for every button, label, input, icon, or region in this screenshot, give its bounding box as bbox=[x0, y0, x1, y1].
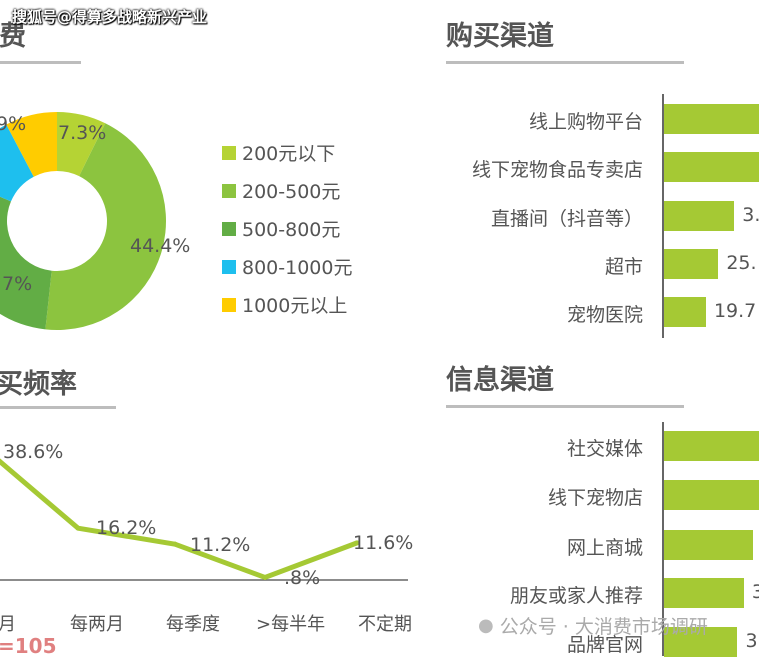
bar bbox=[664, 104, 759, 134]
frequency-line bbox=[0, 458, 358, 580]
legend-item: 200元以下 bbox=[222, 139, 335, 166]
purchase-axis bbox=[662, 94, 664, 338]
watermark-top: 搜狐号@得算多战略新兴产业 bbox=[12, 8, 208, 26]
legend-swatch bbox=[222, 259, 236, 274]
legend-swatch bbox=[222, 221, 236, 236]
slice-label-3: 9% bbox=[0, 113, 27, 135]
watermark-bottom: ● 公众号 · 大消费市场调研 bbox=[478, 612, 708, 639]
x-tick-0: 月 bbox=[0, 614, 16, 635]
slice-label-0: 7.3% bbox=[58, 122, 107, 144]
donut-slice bbox=[0, 124, 34, 202]
slice-label-2: .7% bbox=[0, 273, 33, 295]
bar bbox=[664, 627, 738, 657]
line-point bbox=[262, 574, 268, 580]
info-channel-rule bbox=[446, 405, 684, 408]
donut-slice bbox=[0, 196, 52, 330]
watermark-bottom-text: 公众号 · 大消费市场调研 bbox=[499, 616, 708, 638]
donut-slice bbox=[45, 123, 166, 330]
slice-label-1: 44.4% bbox=[130, 235, 191, 257]
legend-item: 1000元以上 bbox=[222, 291, 347, 318]
frequency-title-rule bbox=[0, 406, 116, 409]
info-axis bbox=[662, 422, 664, 656]
bar bbox=[664, 578, 744, 608]
bar-value-label: 3. bbox=[742, 204, 759, 226]
legend-label: 1000元以上 bbox=[242, 295, 348, 317]
wechat-icon: ● bbox=[478, 615, 494, 636]
legend-swatch bbox=[222, 183, 236, 198]
legend-item: 500-800元 bbox=[222, 215, 340, 242]
bar bbox=[664, 201, 735, 231]
legend-label: 800-1000元 bbox=[242, 257, 353, 279]
legend-item: 200-500元 bbox=[222, 177, 340, 204]
spend-title: 花费 bbox=[0, 21, 26, 52]
purchase-channel-title: 购买渠道 bbox=[446, 21, 554, 52]
line-point bbox=[354, 540, 360, 546]
bar-value-label: 19.7 bbox=[713, 300, 757, 322]
legend-swatch bbox=[222, 297, 236, 312]
donut-slice bbox=[57, 112, 106, 177]
x-tick-2: 每季度 bbox=[166, 614, 220, 635]
bar-category-label: 线上购物平台 bbox=[528, 111, 643, 133]
bar-category-label: 线下宠物店 bbox=[547, 487, 643, 509]
bar bbox=[664, 297, 706, 327]
bar-category-label: 品牌官网 bbox=[566, 634, 643, 656]
legend-label: 200-500元 bbox=[242, 181, 341, 203]
line-label-0: 38.6% bbox=[3, 441, 64, 463]
frequency-line-chart bbox=[0, 458, 408, 581]
line-label-3: .8% bbox=[284, 567, 321, 589]
legend-swatch bbox=[222, 145, 236, 160]
bar-value-label: 3 bbox=[751, 581, 759, 603]
info-channel-title: 信息渠道 bbox=[446, 365, 554, 396]
bar-category-label: 超市 bbox=[604, 256, 643, 278]
purchase-channel-rule bbox=[446, 61, 684, 64]
bar-value-label: 3 bbox=[745, 630, 758, 652]
bar-category-label: 朋友或家人推荐 bbox=[509, 585, 643, 607]
bar bbox=[664, 530, 754, 560]
donut-slice bbox=[6, 112, 58, 177]
bar bbox=[664, 480, 759, 510]
bar-value-label: 25. bbox=[726, 252, 757, 274]
bar bbox=[664, 249, 719, 279]
line-point bbox=[75, 525, 81, 531]
bar bbox=[664, 431, 759, 461]
spend-title-rule bbox=[0, 61, 81, 64]
bar-category-label: 宠物医院 bbox=[566, 304, 643, 326]
line-point bbox=[172, 541, 178, 547]
sample-size-note: =105 bbox=[0, 634, 57, 658]
bar-category-label: 线下宠物食品专卖店 bbox=[471, 159, 643, 181]
x-tick-4: 不定期 bbox=[358, 614, 412, 635]
legend-label: 200元以下 bbox=[242, 143, 336, 165]
line-label-1: 16.2% bbox=[96, 517, 157, 539]
x-tick-3: >每半年 bbox=[256, 614, 326, 635]
line-label-4: 11.6% bbox=[353, 532, 414, 554]
legend-item: 800-1000元 bbox=[222, 253, 352, 280]
x-tick-1: 每两月 bbox=[70, 614, 124, 635]
bar bbox=[664, 152, 759, 182]
frequency-title: 买频率 bbox=[0, 369, 77, 400]
bar-category-label: 社交媒体 bbox=[566, 438, 643, 460]
bar-category-label: 网上商城 bbox=[566, 537, 643, 559]
legend-label: 500-800元 bbox=[242, 219, 341, 241]
spend-donut bbox=[0, 112, 166, 330]
line-label-2: 11.2% bbox=[190, 534, 251, 556]
bar-category-label: 直播间（抖音等） bbox=[490, 208, 643, 230]
